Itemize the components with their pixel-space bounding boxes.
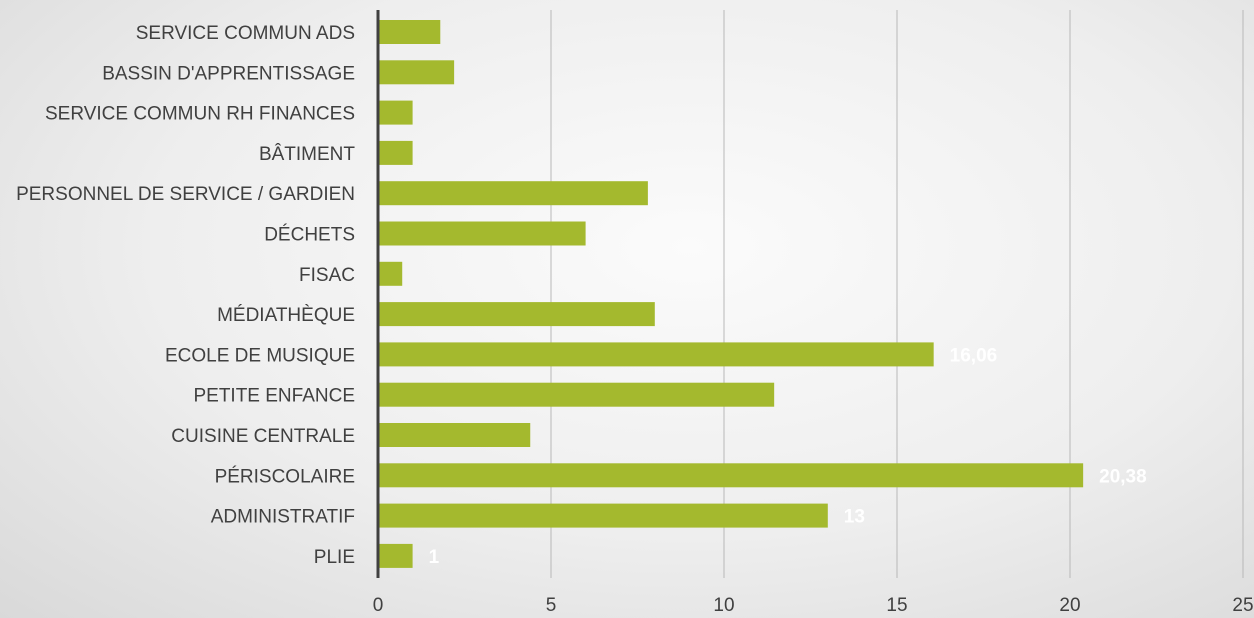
bar xyxy=(378,503,828,528)
bar xyxy=(378,543,413,568)
x-tick-label: 15 xyxy=(886,595,907,616)
bar xyxy=(378,181,648,206)
grid-lines xyxy=(550,10,1244,578)
data-label: 20,38 xyxy=(1099,466,1147,487)
bar xyxy=(378,463,1084,488)
x-tick-label: 25 xyxy=(1232,595,1253,616)
bar xyxy=(378,60,455,85)
x-tick-label: 20 xyxy=(1059,595,1080,616)
bar xyxy=(378,20,441,44)
bar xyxy=(378,261,403,286)
category-label: DÉCHETS xyxy=(264,225,355,246)
category-label: SERVICE COMMUN RH FINANCES xyxy=(45,104,355,125)
category-label: ADMINISTRATIF xyxy=(211,507,355,528)
x-tick-label: 0 xyxy=(373,595,384,616)
category-label: BÂTIMENT xyxy=(259,143,355,165)
data-label: 13 xyxy=(844,507,865,528)
bar xyxy=(378,302,655,327)
x-tick-label: 5 xyxy=(546,595,557,616)
data-label: 1 xyxy=(429,547,440,568)
category-label: PETITE ENFANCE xyxy=(193,386,355,407)
category-label: PÉRISCOLAIRE xyxy=(215,466,355,487)
bar xyxy=(378,140,413,165)
bar xyxy=(378,221,586,246)
category-label: PLIE xyxy=(314,547,355,568)
labels: 0 5 10 15 20 25 SERVICE COMMUN ADS BASSIN D'APP… xyxy=(16,23,1253,616)
bar xyxy=(378,342,934,367)
category-label: CUISINE CENTRALE xyxy=(171,426,355,447)
category-label: FISAC xyxy=(299,265,355,286)
data-label: 16,06 xyxy=(950,345,998,366)
bar xyxy=(378,423,531,447)
bar xyxy=(378,382,775,407)
bar xyxy=(378,100,413,125)
category-label: ECOLE DE MUSIQUE xyxy=(165,345,355,366)
bars xyxy=(378,20,1084,568)
category-label: SERVICE COMMUN ADS xyxy=(136,23,355,44)
category-label: BASSIN D'APPRENTISSAGE xyxy=(102,63,355,84)
category-label: PERSONNEL DE SERVICE / GARDIEN xyxy=(16,184,355,205)
category-label: MÉDIATHÈQUE xyxy=(217,305,355,326)
x-tick-label: 10 xyxy=(713,595,734,616)
